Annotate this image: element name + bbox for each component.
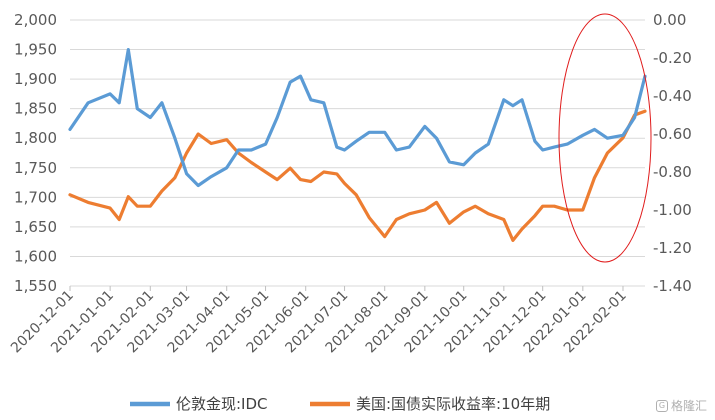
left-y-tick-label: 1,800 — [14, 129, 57, 147]
highlight-ellipse — [558, 13, 652, 263]
series-line-gold — [68, 47, 647, 188]
right-y-tick-label: -0.80 — [653, 163, 692, 181]
right-y-tick-label: -0.60 — [653, 125, 692, 143]
legend: 伦敦金现:IDC 美国:国债实际收益率:10年期 — [130, 395, 550, 413]
left-y-tick-label: 1,550 — [14, 277, 57, 295]
left-y-tick-label: 1,950 — [14, 41, 57, 59]
left-y-tick-label: 1,850 — [14, 100, 57, 118]
right-y-tick-label: -1.00 — [653, 201, 692, 219]
left-y-axis-ticks: 1,550 1,600 1,650 1,700 1,750 1,800 1,850 1,900… — [14, 11, 57, 295]
legend-label-gold: 伦敦金现:IDC — [176, 395, 268, 413]
right-y-tick-label: -1.20 — [653, 239, 692, 257]
right-y-tick-label: -1.40 — [653, 277, 692, 295]
left-y-tick-label: 1,600 — [14, 247, 57, 265]
left-y-tick-label: 1,700 — [14, 188, 57, 206]
gelonghui-logo-icon: G — [655, 399, 668, 412]
right-y-axis-ticks: -1.40 -1.20 -1.00 -0.80 -0.60 -0.40 -0.20 0.00 — [653, 11, 692, 295]
series-lines — [68, 47, 647, 242]
right-y-tick-label: -0.40 — [653, 87, 692, 105]
left-y-tick-label: 1,750 — [14, 159, 57, 177]
watermark: G 格隆汇 — [655, 397, 707, 414]
left-y-tick-label: 1,650 — [14, 218, 57, 236]
right-y-tick-label: -0.20 — [653, 49, 692, 67]
right-y-tick-label: 0.00 — [653, 11, 686, 29]
gridlines — [70, 19, 645, 287]
series-line-real-yield — [68, 109, 647, 242]
left-y-tick-label: 2,000 — [14, 11, 57, 29]
watermark-text: 格隆汇 — [670, 399, 707, 413]
legend-label-yield: 美国:国债实际收益率:10年期 — [356, 395, 550, 413]
x-axis-ticks: 2020-12-012021-01-012021-02-012021-03-01… — [8, 286, 630, 356]
left-y-tick-label: 1,900 — [14, 70, 57, 88]
